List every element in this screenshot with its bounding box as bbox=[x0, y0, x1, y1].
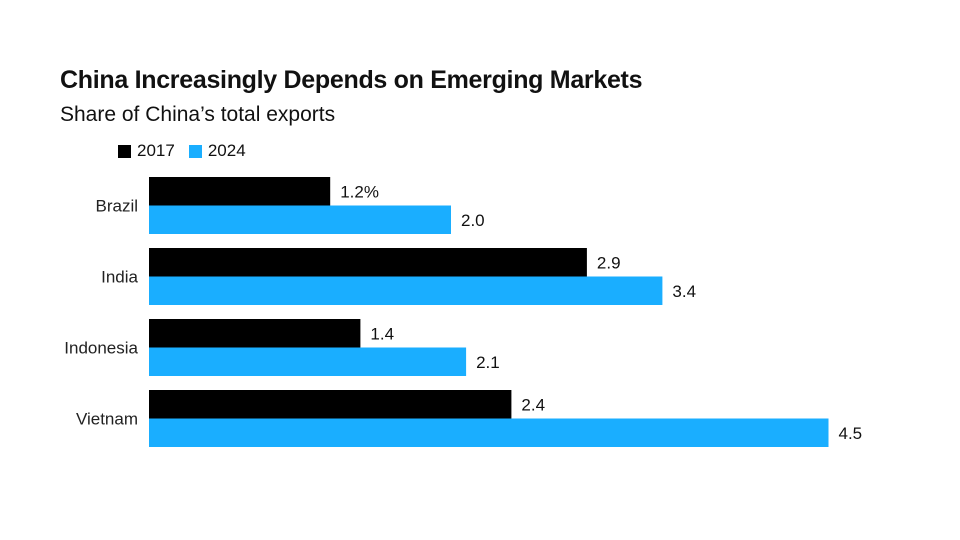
data-label-brazil-2024: 2.0 bbox=[461, 211, 485, 230]
category-label-indonesia: Indonesia bbox=[64, 339, 138, 358]
chart-subtitle: Share of China’s total exports bbox=[60, 103, 336, 126]
bar-indonesia-2024 bbox=[149, 347, 467, 376]
category-label-brazil: Brazil bbox=[95, 197, 138, 216]
data-label-vietnam-2024: 4.5 bbox=[839, 424, 863, 443]
legend-swatch-2024 bbox=[188, 144, 202, 158]
legend-label-2024: 2024 bbox=[207, 141, 246, 160]
legend-item-2017: 2017 bbox=[118, 141, 175, 161]
bar-indonesia-2017 bbox=[149, 319, 361, 348]
data-label-indonesia-2017: 1.4 bbox=[370, 324, 394, 343]
bar-india-2024 bbox=[149, 276, 663, 305]
bar-brazil-2017 bbox=[149, 177, 331, 206]
category-label-india: India bbox=[101, 268, 138, 287]
data-label-indonesia-2024: 2.1 bbox=[476, 353, 500, 372]
data-label-india-2024: 3.4 bbox=[672, 282, 696, 301]
legend-swatch-2017 bbox=[118, 144, 131, 158]
category-label-vietnam: Vietnam bbox=[76, 410, 138, 429]
bar-vietnam-2017 bbox=[149, 390, 512, 419]
legend-label-2017: 2017 bbox=[137, 141, 175, 160]
data-label-brazil-2017: 1.2% bbox=[340, 182, 379, 201]
bar-brazil-2024 bbox=[149, 205, 451, 234]
bar-india-2017 bbox=[149, 248, 587, 277]
bar-vietnam-2024 bbox=[149, 418, 829, 447]
legend: 2017 2024 bbox=[118, 141, 260, 161]
data-label-india-2017: 2.9 bbox=[597, 253, 621, 272]
legend-item-2024: 2024 bbox=[188, 141, 246, 161]
chart-title: China Increasingly Depends on Emerging M… bbox=[60, 66, 643, 94]
data-label-vietnam-2017: 2.4 bbox=[521, 395, 545, 414]
